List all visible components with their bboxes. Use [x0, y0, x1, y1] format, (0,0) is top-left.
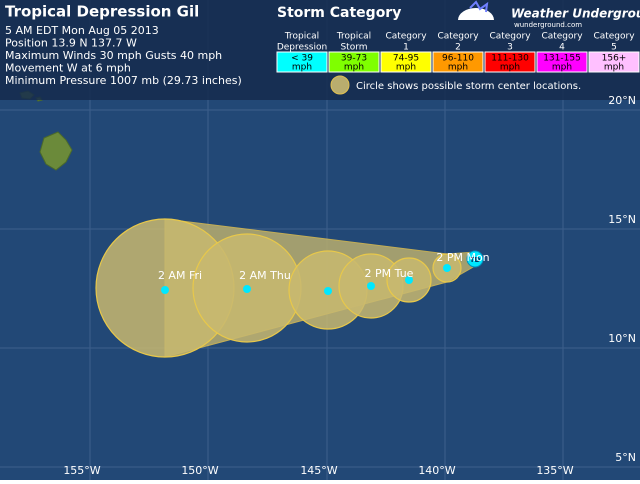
brand-logo	[458, 0, 494, 20]
category-range: mph	[396, 63, 416, 73]
lon-label: 150°W	[181, 464, 218, 477]
category-name: Category	[489, 32, 531, 42]
category-range: 131-155	[543, 54, 581, 64]
lon-label: 155°W	[63, 464, 100, 477]
category-range: mph	[344, 63, 364, 73]
category-name: Category	[593, 32, 635, 42]
storm-marker-label: TD	[470, 256, 481, 264]
category-range: 156+	[602, 54, 627, 64]
lon-label: 140°W	[418, 464, 455, 477]
category-range: mph	[292, 63, 312, 73]
category-name: 3	[507, 43, 513, 53]
category-name: 5	[611, 43, 617, 53]
lat-label: 15°N	[608, 213, 636, 226]
category-range: mph	[448, 63, 468, 73]
category-range: mph	[604, 63, 624, 73]
legend-title: Storm Category	[277, 5, 401, 21]
storm-info: 5 AM EDT Mon Aug 05 2013	[5, 24, 159, 37]
storm-info: Movement W at 6 mph	[5, 62, 131, 75]
lat-label: 20°N	[608, 94, 636, 107]
storm-info: Minimum Pressure 1007 mb (29.73 inches)	[5, 74, 242, 87]
storm-info: Position 13.9 N 137.7 W	[5, 37, 137, 50]
category-name: Depression	[277, 43, 327, 53]
category-swatch	[328, 51, 380, 73]
uncertainty-circles	[95, 218, 462, 358]
category-range: 39-73	[341, 54, 367, 64]
storm-info: Maximum Winds 30 mph Gusts 40 mph	[5, 49, 222, 62]
category-name: 2	[455, 43, 461, 53]
category-name: 1	[403, 43, 409, 53]
legend-note: Circle shows possible storm center locat…	[356, 81, 581, 92]
category-name: Category	[437, 32, 479, 42]
category-swatch	[484, 51, 536, 73]
current-storm: TD	[466, 250, 484, 268]
category-range: < 39	[291, 54, 313, 64]
header-band	[0, 0, 640, 100]
brand-url: wunderground.com	[514, 21, 582, 29]
brand-name: Weather Underground	[511, 7, 640, 21]
forecast-label: 2 PM Tue	[365, 267, 414, 280]
forecast-label: 2 PM Mon	[436, 251, 489, 264]
category-range: mph	[552, 63, 572, 73]
category-swatch	[432, 51, 484, 73]
category-name: 4	[559, 43, 565, 53]
lon-label: 145°W	[300, 464, 337, 477]
category-swatch	[380, 51, 432, 73]
storm-icons	[161, 264, 451, 295]
forecast-label: 2 AM Thu	[239, 269, 291, 282]
note-circle	[330, 75, 350, 95]
lat-label: 10°N	[608, 332, 636, 345]
category-swatch	[588, 51, 640, 73]
forecast-label: 2 AM Fri	[158, 269, 202, 282]
category-range: 96-110	[442, 54, 474, 64]
category-name: Category	[385, 32, 427, 42]
category-range: 74-95	[393, 54, 419, 64]
category-name: Tropical	[336, 32, 371, 42]
lat-label: 5°N	[615, 451, 636, 464]
category-name: Storm	[340, 43, 367, 53]
category-name: Tropical	[284, 32, 319, 42]
storm-title: Tropical Depression Gil	[5, 3, 199, 21]
lon-label: 135°W	[536, 464, 573, 477]
category-range: mph	[500, 63, 520, 73]
category-swatch	[276, 51, 328, 73]
category-range: 111-130	[491, 54, 529, 64]
category-swatch	[536, 51, 588, 73]
category-name: Category	[541, 32, 583, 42]
